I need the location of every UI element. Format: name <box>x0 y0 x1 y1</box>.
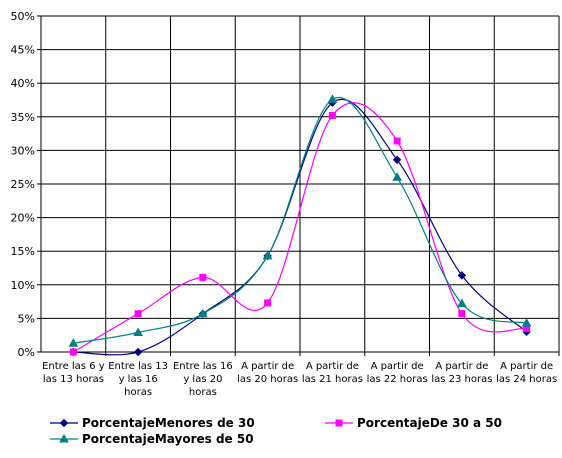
y-tick-label: 15% <box>11 245 35 258</box>
y-tick-label: 45% <box>11 44 35 57</box>
series-line-1 <box>73 98 528 356</box>
series-line-3 <box>73 96 527 344</box>
data-point-2 <box>134 310 142 318</box>
legend-item-3: PorcentajeMayores de 50 <box>50 432 254 446</box>
x-tick-label: A partir de las 21 horas <box>302 361 363 385</box>
legend-label: PorcentajeMenores de 30 <box>82 416 255 430</box>
data-point-3 <box>521 318 532 327</box>
data-point-3 <box>133 327 143 337</box>
legend-label: PorcentajeMayores de 50 <box>82 432 254 446</box>
legend-marker <box>59 433 69 443</box>
data-point-2 <box>264 299 272 307</box>
y-tick-label: 40% <box>11 77 35 90</box>
y-tick-label: 35% <box>11 111 35 124</box>
data-point-2 <box>393 137 401 145</box>
x-tick-label: Entre las 16 y las 20 horas <box>173 361 233 398</box>
series-line-2 <box>73 102 527 353</box>
data-point-1 <box>392 155 402 165</box>
series-markers <box>68 94 532 357</box>
y-tick-label: 30% <box>11 144 35 157</box>
y-axis-tick-labels: 0% 5% 10% 15% 20% 25% 30% 35% 40% 45% 50% <box>11 10 35 359</box>
legend-marker <box>335 419 343 427</box>
x-tick-label: A partir de las 23 horas <box>431 361 492 385</box>
x-tick-label: Entre las 13 y las 16 horas <box>108 361 168 398</box>
data-point-3 <box>262 250 273 260</box>
y-tick-label: 50% <box>11 10 35 23</box>
data-point-3 <box>198 308 208 318</box>
data-point-3 <box>327 94 338 103</box>
legend: PorcentajeMenores de 30 PorcentajeDe 30 a… <box>50 416 502 446</box>
x-tick-label: A partir de las 20 horas <box>237 361 298 385</box>
axes <box>37 15 560 356</box>
gridlines <box>41 15 560 352</box>
data-point-2 <box>69 348 77 356</box>
y-tick-label: 5% <box>18 312 35 325</box>
data-point-2 <box>458 310 466 318</box>
legend-item-2: PorcentajeDe 30 a 50 <box>325 416 502 430</box>
y-tick-label: 10% <box>11 279 35 292</box>
legend-label: PorcentajeDe 30 a 50 <box>357 416 502 430</box>
data-point-2 <box>328 111 336 119</box>
x-tick-label: A partir de las 22 horas <box>367 361 428 385</box>
series-lines <box>73 96 528 356</box>
legend-item-1: PorcentajeMenores de 30 <box>50 416 255 430</box>
data-point-2 <box>199 273 207 281</box>
data-point-3 <box>392 172 402 181</box>
data-point-3 <box>68 338 79 347</box>
data-point-1 <box>133 347 143 357</box>
data-point-3 <box>457 298 467 308</box>
legend-marker <box>59 418 69 428</box>
y-tick-label: 20% <box>11 212 35 225</box>
y-tick-label: 25% <box>11 178 35 191</box>
data-point-1 <box>457 271 467 280</box>
x-tick-label: A partir de las 24 horas <box>496 361 557 385</box>
y-tick-label: 0% <box>18 346 35 359</box>
x-tick-label: Entre las 6 y las 13 horas <box>42 361 105 385</box>
